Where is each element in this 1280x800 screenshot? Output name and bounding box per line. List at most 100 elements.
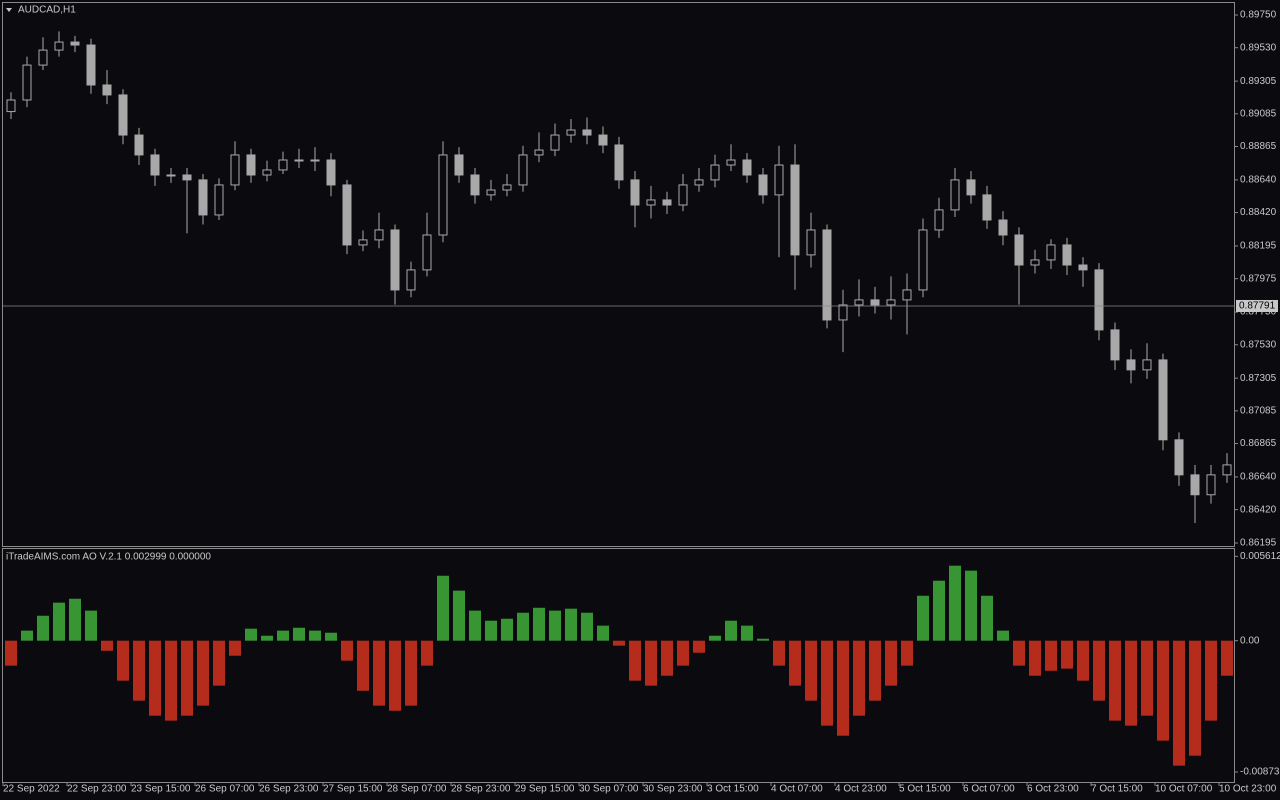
ao-bar bbox=[645, 640, 657, 686]
ao-bar bbox=[373, 640, 385, 706]
candle-body bbox=[230, 154, 240, 186]
ao-bar bbox=[517, 612, 529, 641]
ao-bar bbox=[1109, 640, 1121, 721]
candle-body bbox=[134, 134, 144, 156]
ao-bar bbox=[453, 590, 465, 641]
candle-body bbox=[726, 159, 736, 166]
ao-bar bbox=[309, 630, 321, 641]
y-tick-label: 0.87750 bbox=[1240, 307, 1277, 318]
candle-body bbox=[534, 149, 544, 156]
ao-bar bbox=[1221, 640, 1233, 676]
y-tick-label: 0.86420 bbox=[1240, 504, 1277, 515]
ao-bar bbox=[1125, 640, 1137, 726]
candle-body bbox=[678, 184, 688, 206]
candle-body bbox=[774, 164, 784, 196]
ao-bar bbox=[725, 620, 737, 641]
ao-bar bbox=[965, 570, 977, 641]
candle-body bbox=[1126, 359, 1136, 371]
last-price-box bbox=[1236, 299, 1278, 312]
candle-body bbox=[294, 159, 304, 162]
ao-bar bbox=[693, 640, 705, 653]
candle-body bbox=[966, 179, 976, 196]
candle-body bbox=[102, 84, 112, 96]
ao-bar bbox=[149, 640, 161, 716]
ao-bar bbox=[165, 640, 177, 721]
ao-bar bbox=[485, 620, 497, 641]
indicator-title: iTradeAIMS.com AO V.2.1 0.002999 0.00000… bbox=[6, 552, 211, 563]
x-tick-label: 6 Oct 07:00 bbox=[963, 784, 1015, 795]
ao-bar bbox=[533, 607, 545, 641]
ao-bar bbox=[1205, 640, 1217, 721]
candle-body bbox=[262, 169, 272, 176]
x-tick-label: 28 Sep 23:00 bbox=[451, 784, 511, 795]
candle-body bbox=[342, 184, 352, 246]
x-tick-label: 4 Oct 07:00 bbox=[771, 784, 823, 795]
candle-body bbox=[614, 144, 624, 181]
candle-body bbox=[1206, 474, 1216, 496]
candle-body bbox=[502, 184, 512, 191]
candle-body bbox=[54, 41, 64, 51]
candle-body bbox=[886, 299, 896, 306]
ao-bar bbox=[437, 575, 449, 641]
x-tick-label: 30 Sep 07:00 bbox=[579, 784, 639, 795]
candle-body bbox=[486, 189, 496, 196]
ao-bar bbox=[581, 612, 593, 641]
ao-bar bbox=[949, 565, 961, 641]
candle-body bbox=[166, 174, 176, 177]
candle-body bbox=[982, 194, 992, 221]
candle-body bbox=[838, 304, 848, 321]
candle-body bbox=[918, 229, 928, 291]
candle-body bbox=[902, 289, 912, 301]
ao-bar bbox=[1189, 640, 1201, 756]
x-tick-label: 29 Sep 15:00 bbox=[515, 784, 575, 795]
x-tick-label: 22 Sep 2022 bbox=[3, 784, 60, 795]
candle-body bbox=[150, 154, 160, 176]
symbol-title: AUDCAD,H1 bbox=[18, 5, 76, 16]
candle-body bbox=[1142, 359, 1152, 371]
y-tick-label: 0.87975 bbox=[1240, 273, 1277, 284]
candle-body bbox=[758, 174, 768, 196]
ao-bar bbox=[197, 640, 209, 706]
ao-bar bbox=[5, 640, 17, 666]
candle-body bbox=[326, 159, 336, 186]
y-tick-label: 0.86640 bbox=[1240, 472, 1277, 483]
x-tick-label: 5 Oct 15:00 bbox=[899, 784, 951, 795]
x-tick-label: 6 Oct 23:00 bbox=[1027, 784, 1079, 795]
candle-body bbox=[550, 134, 560, 151]
candle-body bbox=[854, 299, 864, 306]
candle-body bbox=[246, 154, 256, 176]
ao-bar bbox=[229, 640, 241, 656]
x-tick-label: 22 Sep 23:00 bbox=[67, 784, 127, 795]
y-tick-label: 0.89305 bbox=[1240, 76, 1277, 87]
ao-bar bbox=[565, 608, 577, 641]
y-tick-label: 0.87305 bbox=[1240, 373, 1277, 384]
ao-bar bbox=[629, 640, 641, 681]
candle-body bbox=[1190, 474, 1200, 496]
x-tick-label: 26 Sep 07:00 bbox=[195, 784, 255, 795]
candle-body bbox=[1078, 264, 1088, 271]
ao-bar bbox=[757, 638, 769, 641]
ao-bar bbox=[101, 640, 113, 651]
last-price-label: 0.87791 bbox=[1239, 301, 1276, 312]
candle-body bbox=[1094, 269, 1104, 331]
ao-bar bbox=[789, 640, 801, 686]
candle-body bbox=[422, 234, 432, 271]
candle-body bbox=[310, 159, 320, 162]
x-tick-label: 3 Oct 15:00 bbox=[707, 784, 759, 795]
ao-bar bbox=[853, 640, 865, 716]
ao-bar bbox=[501, 618, 513, 641]
candle-body bbox=[1046, 244, 1056, 261]
ao-bar bbox=[389, 640, 401, 711]
ao-bar bbox=[1077, 640, 1089, 681]
candle-body bbox=[118, 94, 128, 136]
symbol-menu-icon[interactable] bbox=[6, 8, 12, 12]
ao-bar bbox=[21, 630, 33, 641]
candle-body bbox=[390, 229, 400, 291]
ao-bar bbox=[1013, 640, 1025, 666]
candle-body bbox=[406, 269, 416, 291]
candle-body bbox=[662, 199, 672, 206]
x-tick-label: 7 Oct 15:00 bbox=[1091, 784, 1143, 795]
ao-bar bbox=[53, 602, 65, 641]
candle-body bbox=[214, 184, 224, 216]
